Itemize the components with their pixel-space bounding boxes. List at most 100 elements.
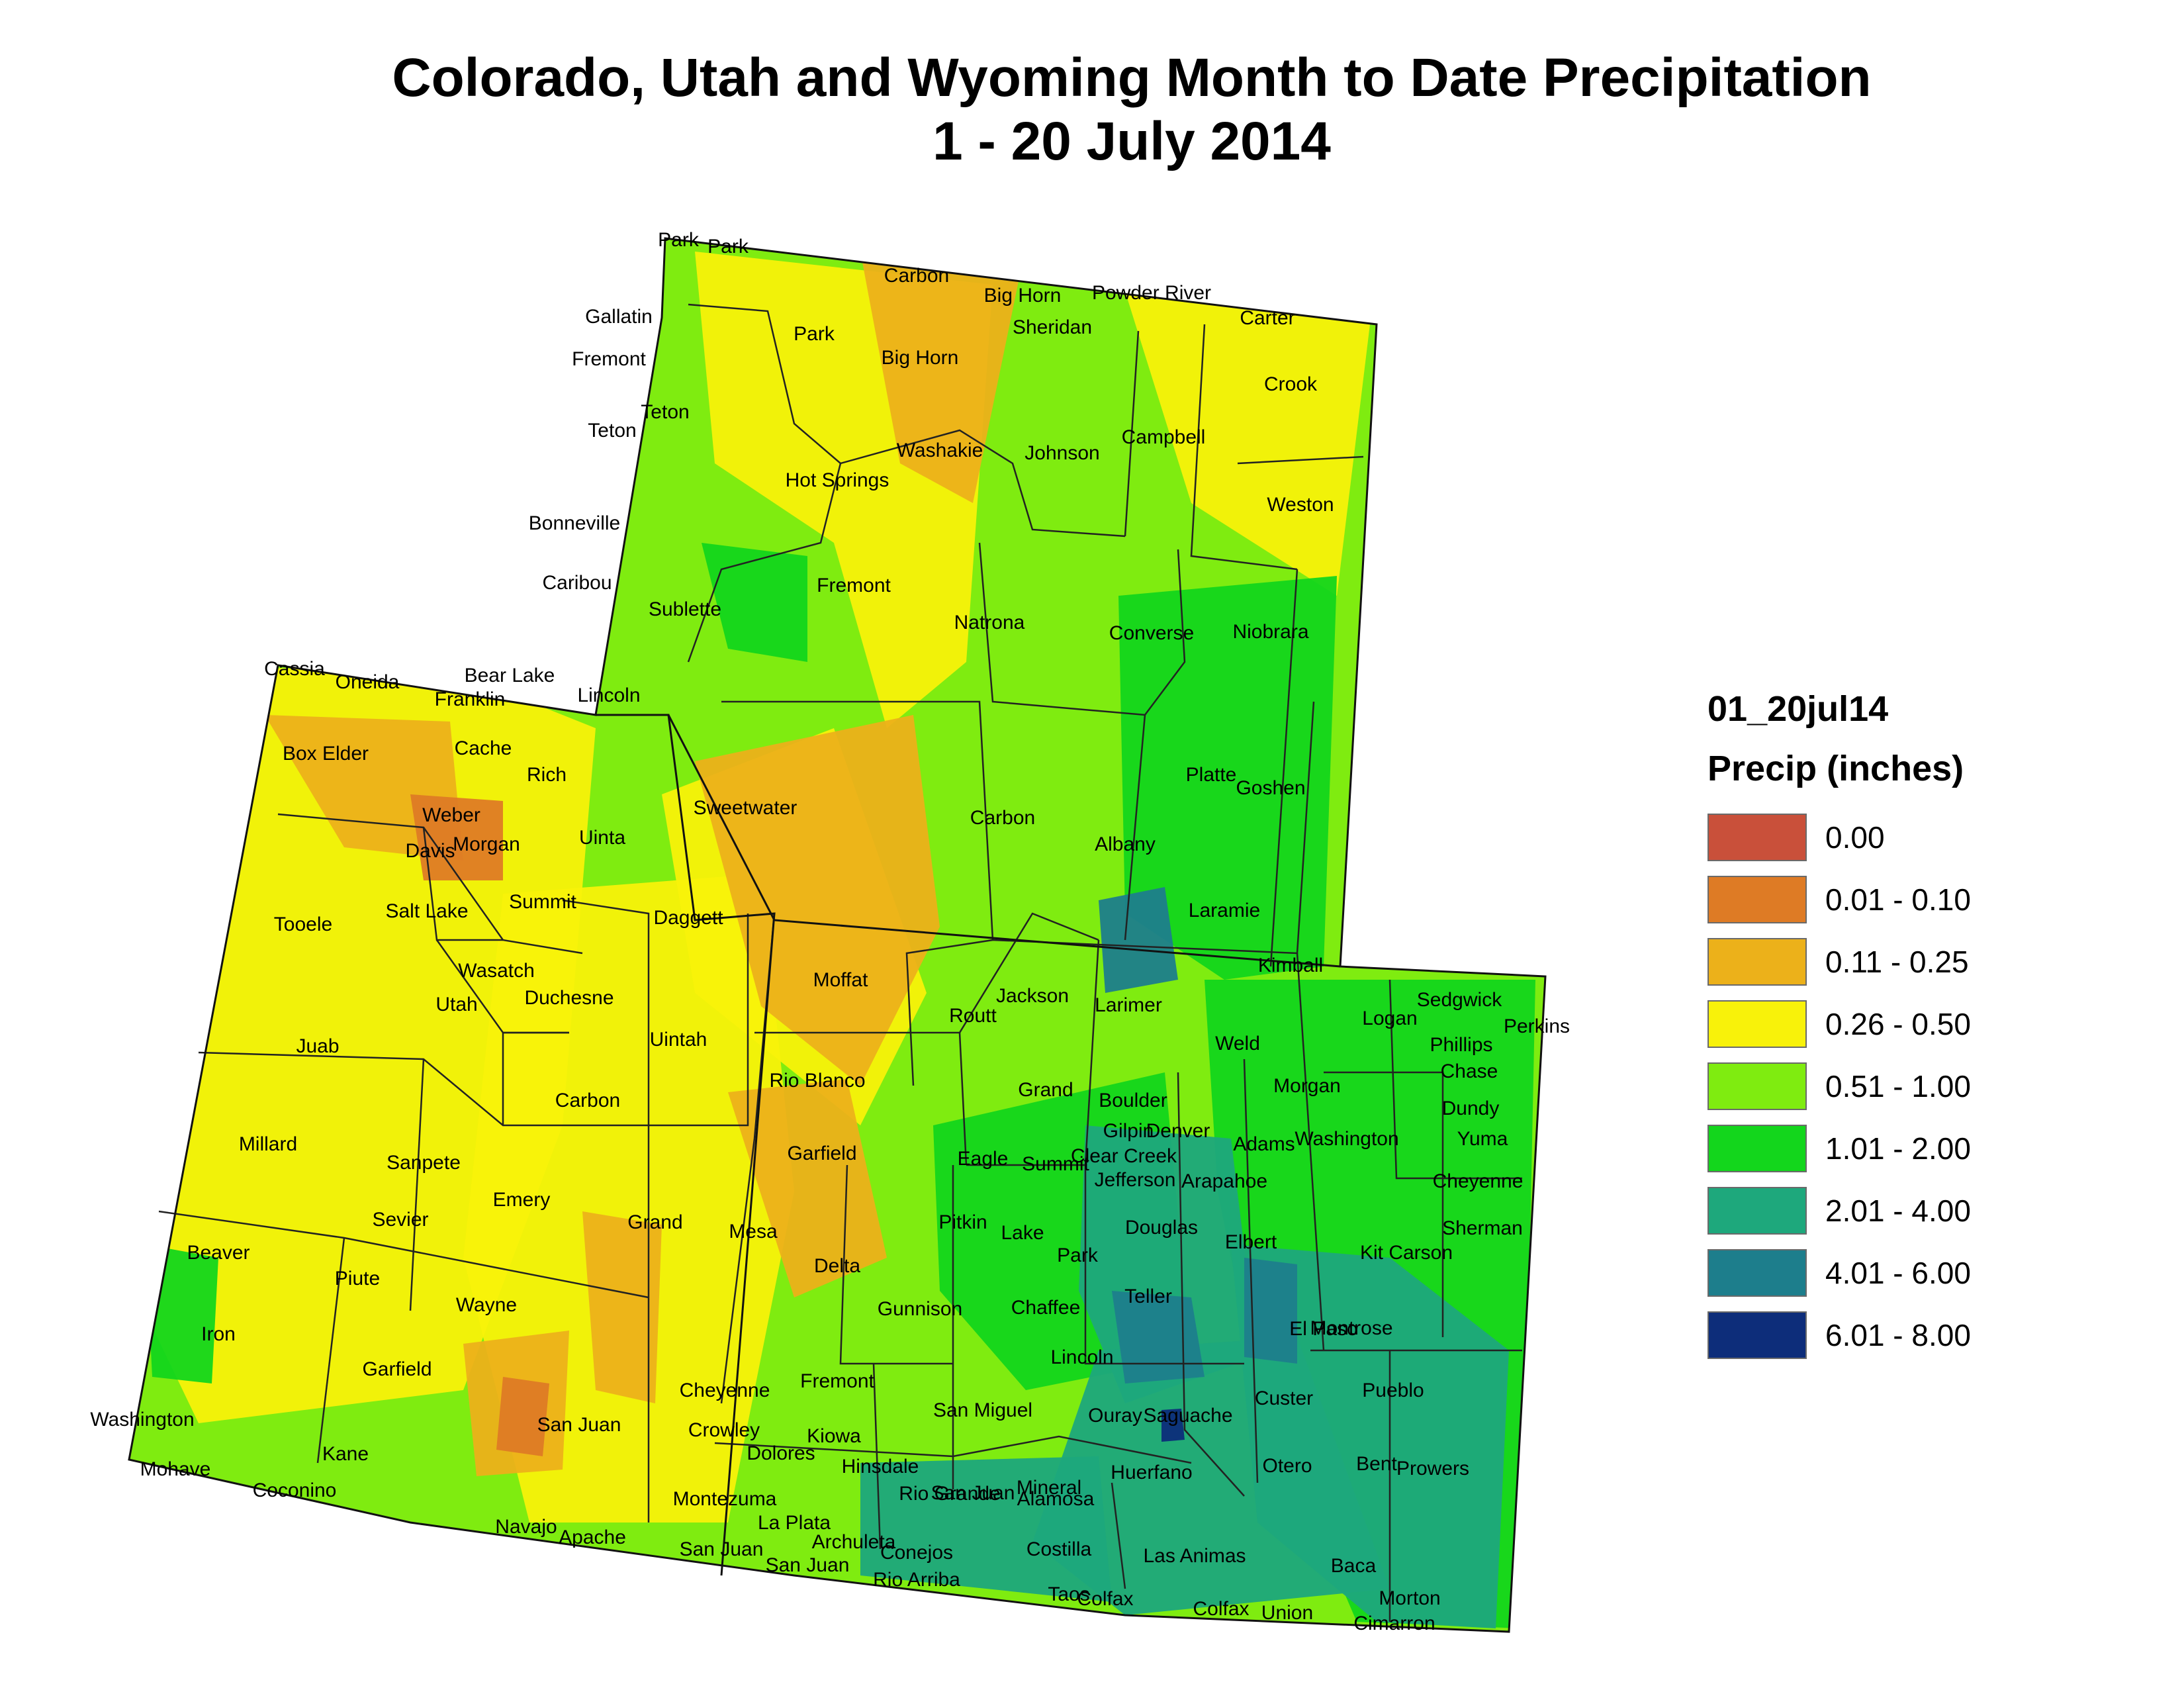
- county-label: Adams: [1233, 1133, 1295, 1155]
- county-label: Carbon: [884, 265, 949, 287]
- county-label: Boulder: [1099, 1090, 1167, 1111]
- county-label: Jackson: [996, 985, 1069, 1007]
- legend-swatch: [1707, 876, 1807, 923]
- county-label: Carbon: [555, 1090, 620, 1111]
- legend-swatch: [1707, 814, 1807, 861]
- county-label: Morgan: [453, 833, 520, 855]
- county-label: Hot Springs: [786, 469, 889, 491]
- legend-label: 0.26 - 0.50: [1825, 1007, 1971, 1041]
- legend-swatch: [1707, 1249, 1807, 1297]
- county-label: Salt Lake: [385, 900, 468, 922]
- county-label: Iron: [201, 1323, 236, 1345]
- county-label: Prowers: [1396, 1458, 1469, 1479]
- legend-swatch: [1707, 1000, 1807, 1048]
- county-label: Wayne: [456, 1294, 517, 1316]
- county-label: Washington: [1295, 1128, 1398, 1150]
- precip-zone: [1244, 1258, 1297, 1364]
- county-label: Sevier: [372, 1209, 428, 1231]
- county-label: Lincoln: [577, 684, 640, 706]
- legend: 01_20jul14 Precip (inches) 0.00 0.01 - 0.…: [1707, 688, 2131, 1366]
- county-label: Cassia: [264, 658, 325, 680]
- county-label: Coconino: [253, 1479, 337, 1501]
- precip-zone: [1161, 1409, 1185, 1442]
- county-label: Rich: [527, 764, 567, 786]
- county-label: Colfax: [1193, 1598, 1249, 1620]
- county-label: Rio Grande: [899, 1483, 1000, 1505]
- county-label: Cache: [455, 737, 512, 759]
- county-line: [1296, 953, 1325, 1351]
- county-label: Cheyenne: [1433, 1170, 1524, 1192]
- county-label: Goshen: [1236, 777, 1305, 799]
- county-label: Garfield: [787, 1143, 856, 1164]
- county-label: Chaffee: [1011, 1297, 1081, 1319]
- county-label: Park: [1057, 1244, 1099, 1266]
- county-label: Archuleta: [812, 1531, 896, 1553]
- precip-zone: [695, 715, 940, 1086]
- county-label: Teller: [1124, 1286, 1172, 1307]
- county-label: Natrona: [954, 612, 1025, 633]
- county-label: Davis: [405, 840, 455, 862]
- county-label: Wasatch: [458, 960, 535, 982]
- county-label: Bear Lake: [465, 665, 555, 686]
- legend-label: 1.01 - 2.00: [1825, 1131, 1971, 1166]
- county-label: Uintah: [650, 1029, 707, 1051]
- legend-row: 4.01 - 6.00: [1707, 1242, 2131, 1304]
- precip-zone: [410, 794, 503, 880]
- legend-classes: 0.00 0.01 - 0.10 0.11 - 0.25 0.26 - 0.50 0.5…: [1707, 806, 2131, 1366]
- county-label: Kane: [322, 1443, 369, 1465]
- wyoming-southern-boundary: [667, 714, 1341, 968]
- county-line: [688, 303, 1126, 538]
- county-label: Gunnison: [878, 1298, 962, 1320]
- precip-zone: [1231, 1244, 1509, 1628]
- county-label: Sherman: [1442, 1217, 1523, 1239]
- legend-label: 0.01 - 0.10: [1825, 882, 1971, 917]
- precip-zone: [728, 1079, 887, 1297]
- county-label: Beaver: [187, 1242, 250, 1264]
- county-label: Apache: [559, 1526, 626, 1548]
- county-label: Conejos: [880, 1542, 953, 1564]
- county-label: Oneida: [336, 671, 400, 693]
- county-label: Platte: [1186, 764, 1237, 786]
- county-label: Teton: [641, 401, 689, 423]
- legend-row: 2.01 - 4.00: [1707, 1180, 2131, 1242]
- legend-label: 0.51 - 1.00: [1825, 1069, 1971, 1103]
- county-label: Kimball: [1258, 955, 1323, 976]
- county-label: Morton: [1379, 1587, 1440, 1609]
- county-line: [649, 914, 749, 1127]
- county-label: Yuma: [1457, 1128, 1508, 1150]
- legend-swatch: [1707, 938, 1807, 986]
- county-label: Bent: [1356, 1453, 1397, 1475]
- county-label: Campbell: [1122, 426, 1206, 448]
- legend-layer-name: 01_20jul14: [1707, 689, 1889, 729]
- county-label: Franklin: [435, 688, 506, 710]
- county-label: Dolores: [747, 1442, 815, 1464]
- county-label: Lincoln: [1050, 1346, 1113, 1368]
- legend-label: 0.00: [1825, 820, 1885, 855]
- precip-zone: [1125, 291, 1370, 596]
- county-label: Saguache: [1143, 1405, 1232, 1427]
- county-label: Phillips: [1430, 1034, 1492, 1056]
- legend-swatch: [1707, 1311, 1807, 1359]
- county-label: Daggett: [653, 907, 723, 929]
- county-label: Washington: [90, 1409, 194, 1430]
- county-label: Duchesne: [524, 987, 614, 1009]
- county-label: Powder River: [1092, 282, 1211, 304]
- county-label: Denver: [1146, 1120, 1210, 1142]
- county-line: [1177, 1072, 1245, 1497]
- county-label: Park: [707, 236, 749, 258]
- legend-swatch: [1707, 1125, 1807, 1172]
- county-label: Pitkin: [938, 1211, 987, 1233]
- legend-row: 0.00: [1707, 806, 2131, 868]
- county-label: Converse: [1109, 622, 1194, 644]
- county-label: Sublette: [649, 598, 721, 620]
- county-labels: Park Park Carbon Big Horn Powder River Gallat…: [90, 229, 1570, 1634]
- county-label: Gilpin: [1103, 1120, 1154, 1142]
- county-label: San Juan: [537, 1414, 621, 1436]
- county-label: Grand: [1018, 1079, 1073, 1101]
- county-label: Eagle: [958, 1148, 1009, 1170]
- county-label: El Paso: [1289, 1318, 1357, 1340]
- county-line: [714, 1435, 1192, 1464]
- precip-zone: [582, 1211, 662, 1403]
- county-label: Ouray: [1088, 1405, 1142, 1427]
- county-line: [1237, 455, 1364, 465]
